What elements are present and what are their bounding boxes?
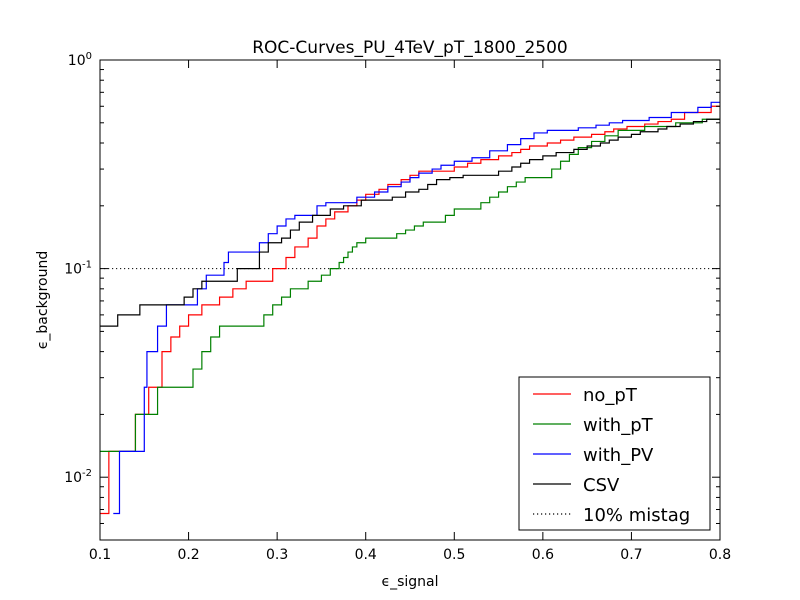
- x-tick-label: 0.2: [177, 547, 199, 563]
- x-axis-label: ϵ_signal: [381, 574, 438, 590]
- series-line-csv: [100, 118, 720, 327]
- series-line-with-pv: [113, 101, 720, 515]
- x-tick-label: 0.7: [620, 547, 642, 563]
- x-tick-label: 0.3: [266, 547, 288, 563]
- x-tick-label: 0.5: [443, 547, 465, 563]
- y-tick-label: 100: [68, 51, 92, 69]
- y-axis-label: ϵ_background: [35, 251, 51, 349]
- x-tick-label: 0.6: [532, 547, 554, 563]
- plot-frame: [99, 59, 721, 541]
- series-group: [100, 101, 720, 515]
- chart-title: ROC-Curves_PU_4TeV_pT_1800_2500: [252, 38, 568, 58]
- plot-area: [99, 59, 721, 541]
- legend-label: with_pT: [583, 415, 654, 436]
- x-tick-label: 0.1: [89, 547, 111, 563]
- x-axis: 0.1 0.2 0.3 0.4 0.5 0.6 0.7 0.8: [89, 60, 731, 563]
- x-tick-label: 0.4: [355, 547, 377, 563]
- legend-label: with_PV: [583, 445, 654, 466]
- y-axis: 100 10-1 10-2: [64, 51, 720, 541]
- y-tick-label: 10-1: [64, 260, 92, 278]
- legend-label: CSV: [583, 475, 620, 496]
- legend-label: 10% mistag: [583, 505, 690, 526]
- series-line-with-pt: [100, 118, 720, 452]
- x-tick-label: 0.8: [709, 547, 731, 563]
- legend: no_pT with_pT with_PV CSV 10% mistag: [518, 376, 711, 531]
- legend-label: no_pT: [583, 385, 638, 406]
- y-tick-label: 10-2: [64, 468, 92, 486]
